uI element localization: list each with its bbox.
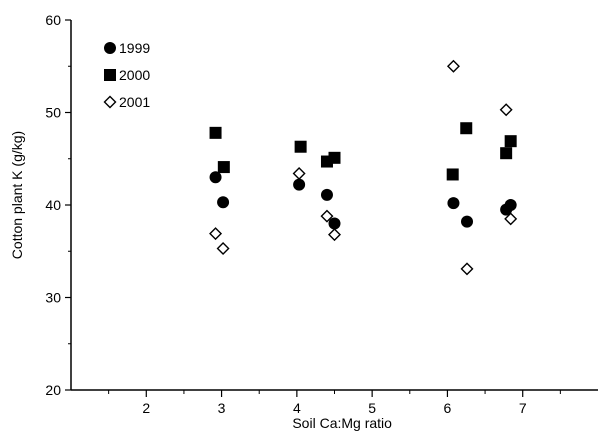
data-point-1999 [320, 188, 333, 201]
y-tick-label: 50 [45, 105, 61, 121]
data-point-1999 [447, 197, 460, 210]
data-point-2001 [292, 167, 306, 181]
series-2001 [209, 59, 518, 276]
x-tick-label: 6 [444, 400, 452, 416]
y-tick-label: 30 [45, 290, 61, 306]
legend-marker-1999 [104, 42, 116, 54]
legend-label-2001: 2001 [119, 94, 150, 110]
x-axis-label: Soil Ca:Mg ratio [292, 415, 392, 431]
data-point-2001 [460, 262, 474, 276]
data-point-2001 [328, 228, 341, 242]
x-tick-label: 2 [142, 400, 150, 416]
series-2000 [209, 122, 517, 181]
y-tick-label: 60 [45, 12, 61, 28]
data-point-2000 [446, 168, 459, 181]
y-tick-label: 20 [45, 382, 61, 398]
series-1999 [209, 171, 517, 230]
data-point-1999 [293, 178, 306, 191]
data-point-2000 [504, 135, 517, 148]
legend-label-2000: 2000 [119, 67, 150, 83]
legend-label-1999: 1999 [119, 40, 150, 56]
data-point-2001 [504, 212, 518, 226]
data-point-2001 [216, 241, 230, 255]
data-point-2001 [209, 227, 223, 241]
data-point-1999 [209, 171, 222, 184]
legend: 1999 2000 2001 [103, 40, 150, 110]
x-tick-label: 7 [519, 400, 527, 416]
data-point-2000 [460, 122, 473, 135]
data-points [209, 59, 518, 276]
data-point-2000 [209, 126, 222, 139]
x-tick-label: 5 [368, 400, 376, 416]
ticks: 20 30 40 50 60 2 3 4 5 6 7 [45, 12, 561, 416]
x-tick-label: 3 [218, 400, 226, 416]
data-point-1999 [328, 217, 341, 230]
data-point-2000 [328, 151, 341, 164]
data-point-2000 [500, 147, 513, 160]
legend-marker-2000 [104, 69, 116, 81]
legend-marker-2001 [103, 95, 117, 109]
data-point-1999 [504, 199, 517, 211]
data-point-1999 [217, 196, 230, 209]
data-point-2001 [446, 59, 460, 73]
data-point-2001 [320, 209, 334, 223]
y-tick-label: 40 [45, 197, 61, 213]
data-point-1999 [461, 215, 474, 228]
y-axis-label: Cotton plant K (g/kg) [9, 131, 25, 259]
data-point-2001 [499, 103, 513, 117]
data-point-2000 [217, 161, 230, 174]
x-tick-label: 4 [293, 400, 301, 416]
data-point-2000 [294, 140, 307, 153]
